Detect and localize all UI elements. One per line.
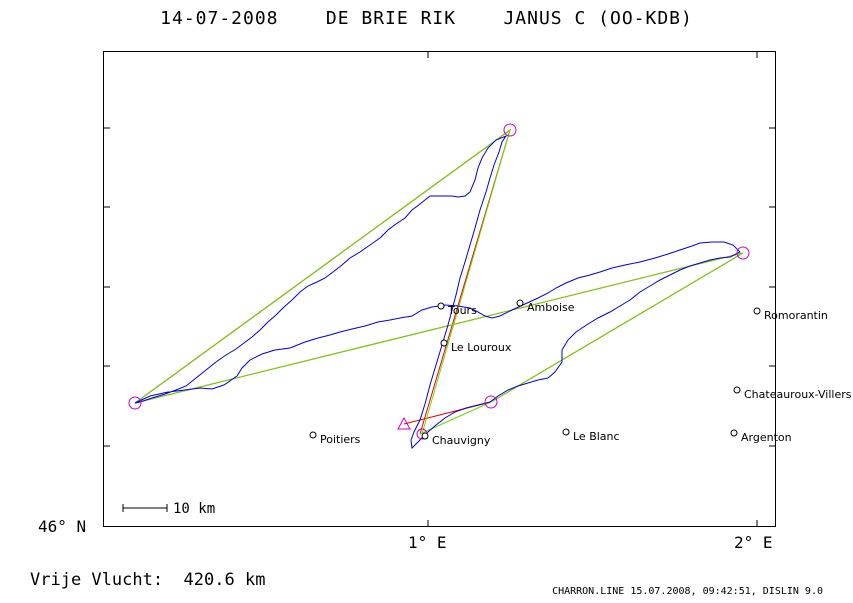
city-marker: Argenton xyxy=(730,429,792,444)
city-dot-icon xyxy=(421,432,429,440)
distance-summary: Vrije Vlucht: 420.6 km xyxy=(30,570,265,590)
lon-axis-label-1: 1° E xyxy=(408,533,447,552)
city-marker: Chateauroux-Villers xyxy=(733,386,852,401)
turnpoint-east xyxy=(736,246,750,260)
city-label: Amboise xyxy=(527,301,575,314)
turnpoint-north xyxy=(503,123,517,137)
city-marker: Romorantin xyxy=(753,307,828,322)
city-marker: Amboise xyxy=(516,299,575,314)
task-lines xyxy=(134,128,744,435)
city-label: Le Louroux xyxy=(451,341,512,354)
distance-value: 420.6 km xyxy=(183,570,266,590)
flight-date: 14-07-2008 xyxy=(160,8,279,29)
axis-ticks xyxy=(103,51,776,527)
city-label: Chauvigny xyxy=(432,434,491,447)
distance-label: Vrije Vlucht: xyxy=(30,570,164,590)
turnpoint-start xyxy=(128,396,142,410)
scale-bar: 10 km xyxy=(122,501,215,517)
map-title: 14-07-2008 DE BRIE RIK JANUS C (OO-KDB) xyxy=(0,8,853,29)
scale-label: 10 km xyxy=(173,501,215,517)
glider-name: JANUS C (OO-KDB) xyxy=(503,8,693,29)
city-dot-icon xyxy=(516,299,524,307)
city-label: Romorantin xyxy=(764,309,828,322)
city-label: Poitiers xyxy=(320,433,361,446)
city-label: Argenton xyxy=(741,431,792,444)
turnpoints xyxy=(128,123,750,440)
flight-track xyxy=(134,134,741,450)
lat-axis-label: 46° N xyxy=(38,517,86,536)
city-dot-icon xyxy=(730,429,738,437)
city-dot-icon xyxy=(733,386,741,394)
pilot-name: DE BRIE RIK xyxy=(325,8,457,29)
city-dot-icon xyxy=(562,428,570,436)
city-label: Tours xyxy=(447,304,477,317)
task-line-red xyxy=(134,128,744,435)
turnpoint-triangle xyxy=(397,416,411,430)
city-dot-icon xyxy=(437,302,445,310)
credit-line: CHARRON.LINE 15.07.2008, 09:42:51, DISLI… xyxy=(552,586,823,597)
city-marker: Poitiers xyxy=(309,431,361,446)
city-layer: Amboise Romorantin Tours Le Louroux Chateaur… xyxy=(309,299,852,447)
city-marker: Le Louroux xyxy=(440,339,512,354)
city-label: Le Blanc xyxy=(573,430,620,443)
task-line-green xyxy=(134,128,744,435)
city-marker: Chauvigny xyxy=(421,432,491,447)
city-dot-icon xyxy=(753,307,761,315)
lon-axis-label-2: 2° E xyxy=(734,533,773,552)
city-dot-icon xyxy=(440,339,448,347)
city-marker: Le Blanc xyxy=(562,428,620,443)
turnpoint-south xyxy=(484,395,498,409)
map-frame xyxy=(103,51,776,527)
city-dot-icon xyxy=(309,431,317,439)
city-label: Chateauroux-Villers xyxy=(744,388,852,401)
city-marker: Tours xyxy=(437,302,477,317)
